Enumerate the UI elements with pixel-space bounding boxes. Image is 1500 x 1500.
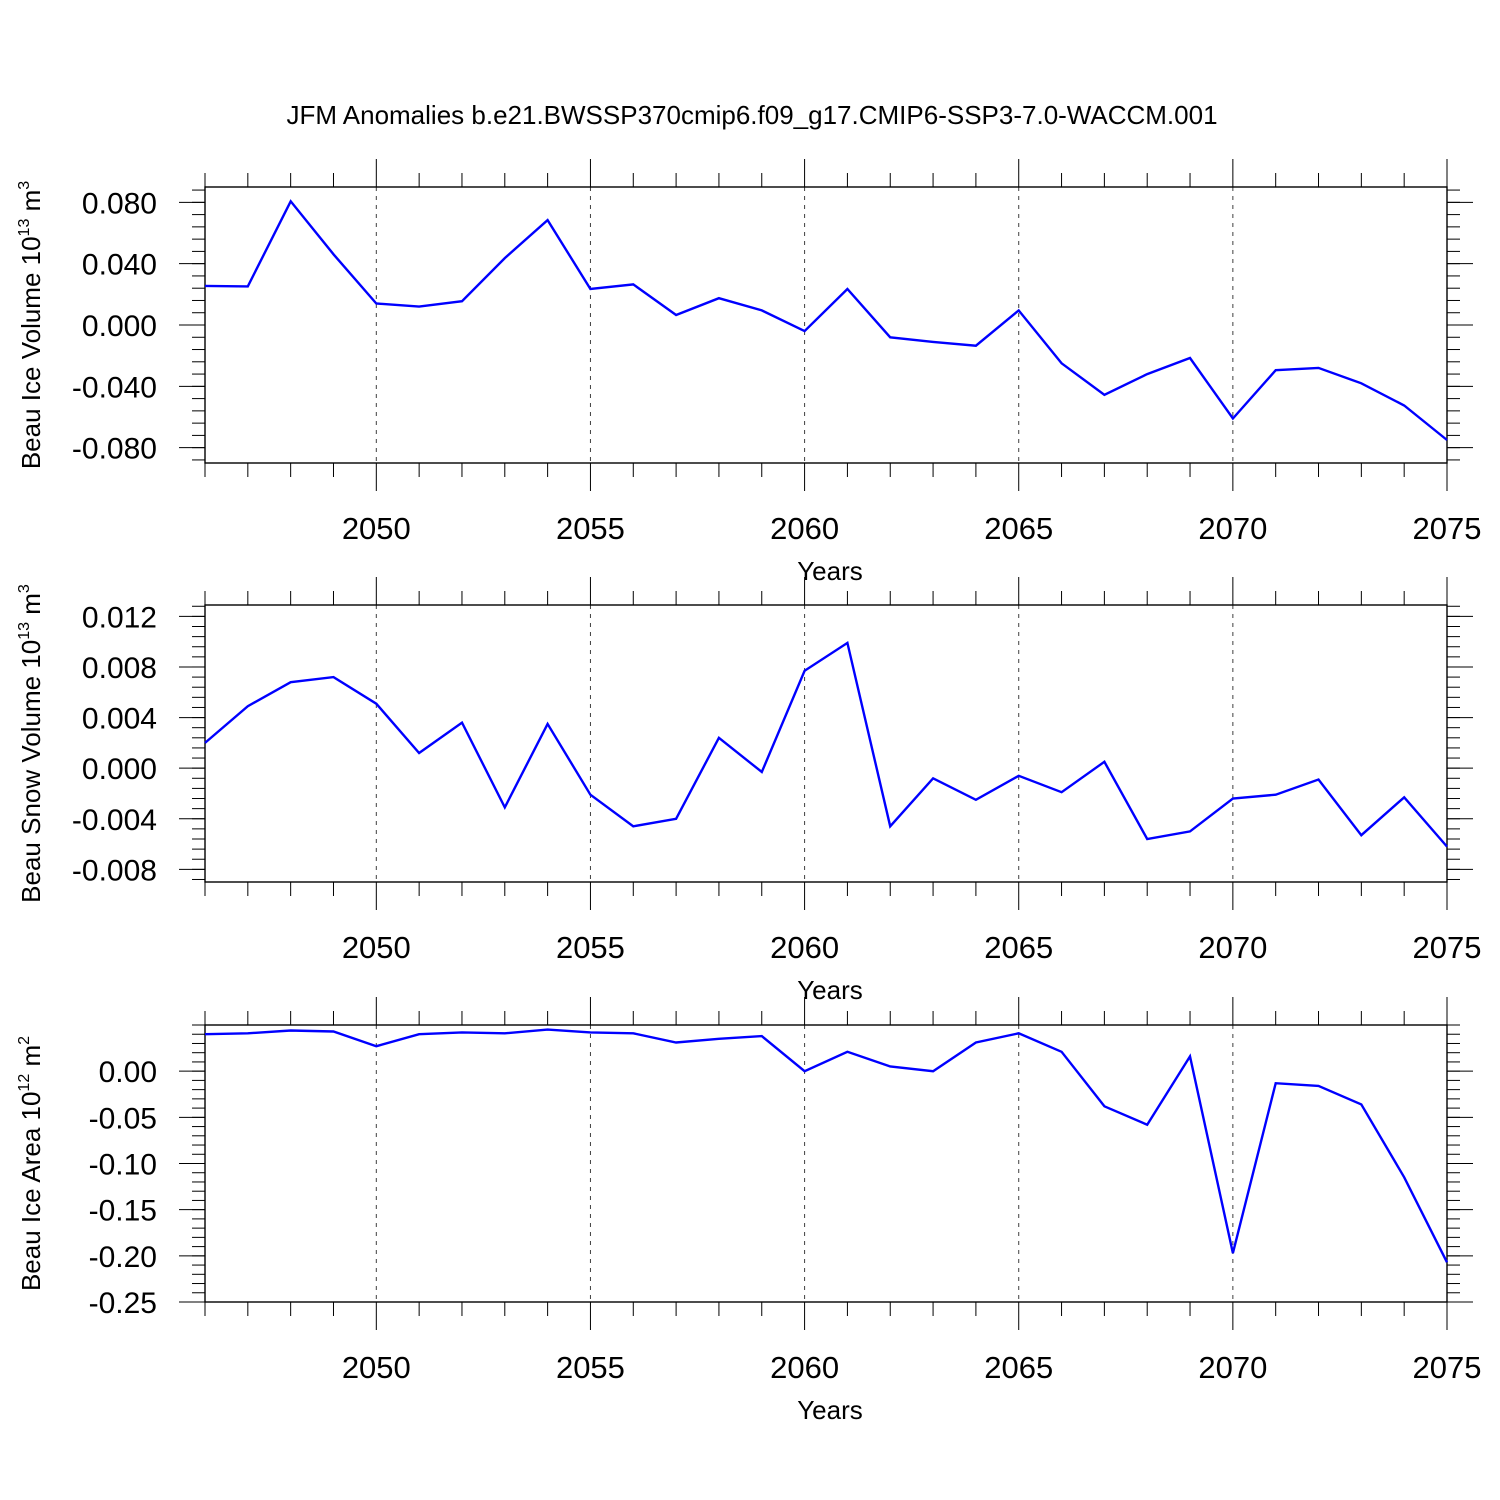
y-tick-label: -0.040 (72, 371, 157, 404)
series-line (204, 1028, 1449, 1263)
x-tick-label: 2055 (556, 930, 625, 965)
x-axis-label: Years (797, 1395, 863, 1425)
y-tick-label: -0.080 (72, 433, 157, 466)
chart-panels: 0.080 0.040 0.000 -0.040 -0.080 2050 2055 2060 2… (16, 159, 1481, 1425)
x-tick-label: 2075 (1413, 930, 1482, 965)
x-tick-label: 2055 (556, 1350, 625, 1385)
series-line (204, 640, 1448, 848)
y-tick-label: -0.20 (89, 1241, 157, 1274)
plot-frame (204, 604, 1448, 883)
y-axis-label-exponent: 12 (16, 1074, 33, 1092)
x-tick-label: 2060 (770, 1350, 839, 1385)
y-axis-label-main: Beau Snow Volume 10 (16, 640, 46, 903)
panel-1: 0.080 0.040 0.000 -0.040 -0.080 2050 2055 2060 2… (16, 159, 1481, 586)
x-tick-label: 2060 (770, 930, 839, 965)
series-line (204, 199, 1448, 441)
y-tick-label: -0.15 (89, 1195, 157, 1228)
y-tick-label: 0.080 (82, 187, 157, 220)
x-axis-label: Years (797, 975, 863, 1005)
y-tick-label: 0.004 (82, 703, 157, 736)
y-axis-label: Beau Ice Volume 1013 m3 (16, 181, 46, 469)
y-tick-label: -0.10 (89, 1149, 157, 1182)
y-axis-label-exponent: 13 (16, 622, 33, 640)
chart-title: JFM Anomalies b.e21.BWSSP370cmip6.f09_g1… (286, 100, 1217, 130)
panel-3: 0.00 -0.05 -0.10 -0.15 -0.20 -0.25 2050 2055 206… (16, 997, 1481, 1425)
panel-2: 0.012 0.008 0.004 0.000 -0.004 -0.008 2050 2055… (16, 577, 1481, 1005)
x-tick-label: 2050 (342, 1350, 411, 1385)
y-tick-label: -0.008 (72, 854, 157, 887)
y-axis-label-unit-exponent: 3 (16, 584, 33, 593)
x-axis-label: Years (797, 556, 863, 586)
y-axis-label-unit: m (16, 593, 46, 622)
x-tick-label: 2050 (342, 511, 411, 546)
y-tick-label: -0.05 (89, 1102, 157, 1135)
y-tick-label: 0.000 (82, 753, 157, 786)
y-axis-label-unit: m (16, 1045, 46, 1074)
x-tick-label: 2070 (1198, 930, 1267, 965)
y-axis-label: Beau Ice Area 1012 m2 (16, 1036, 46, 1291)
y-axis-label-unit: m (16, 190, 46, 219)
x-tick-label: 2075 (1413, 511, 1482, 546)
plot-frame (204, 1024, 1448, 1303)
y-axis-label-main: Beau Ice Volume 10 (16, 236, 46, 469)
y-axis-label-main: Beau Ice Area 10 (16, 1092, 46, 1291)
y-tick-label: -0.004 (72, 804, 157, 837)
y-tick-label: 0.040 (82, 249, 157, 282)
y-axis-label-unit-exponent: 2 (16, 1036, 33, 1045)
y-tick-label: 0.012 (82, 601, 157, 634)
x-tick-label: 2075 (1413, 1350, 1482, 1385)
y-axis-label-exponent: 13 (16, 219, 33, 237)
y-tick-label: 0.00 (99, 1056, 157, 1089)
x-tick-label: 2065 (984, 1350, 1053, 1385)
x-tick-label: 2065 (984, 930, 1053, 965)
x-tick-label: 2050 (342, 930, 411, 965)
plot-frame (204, 186, 1448, 464)
y-axis-label: Beau Snow Volume 1013 m3 (16, 584, 46, 903)
x-tick-label: 2055 (556, 511, 625, 546)
x-tick-label: 2070 (1198, 1350, 1267, 1385)
x-tick-label: 2065 (984, 511, 1053, 546)
y-tick-label: -0.25 (89, 1287, 157, 1320)
x-tick-label: 2060 (770, 511, 839, 546)
x-tick-label: 2070 (1198, 511, 1267, 546)
y-axis-label-unit-exponent: 3 (16, 181, 33, 190)
y-tick-label: 0.008 (82, 652, 157, 685)
y-tick-label: 0.000 (82, 310, 157, 343)
